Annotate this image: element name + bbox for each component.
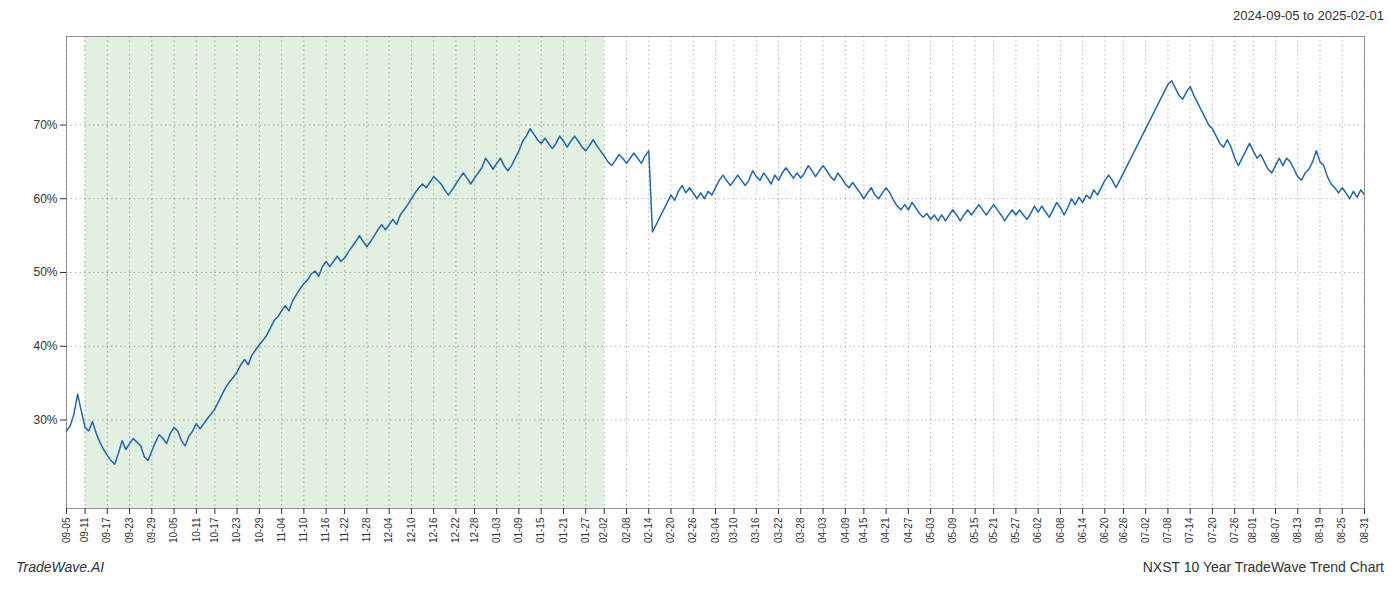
svg-text:08-19: 08-19: [1314, 517, 1325, 543]
svg-text:10-05: 10-05: [168, 517, 179, 543]
svg-text:05-15: 05-15: [969, 517, 980, 543]
svg-text:11-28: 11-28: [361, 517, 372, 542]
svg-text:08-13: 08-13: [1292, 517, 1303, 543]
svg-text:10-23: 10-23: [231, 517, 242, 543]
svg-text:09-11: 09-11: [79, 517, 90, 542]
svg-text:50%: 50%: [33, 265, 57, 279]
svg-text:07-26: 07-26: [1229, 517, 1240, 543]
svg-text:11-16: 11-16: [320, 517, 331, 542]
svg-text:03-04: 03-04: [710, 517, 721, 543]
svg-text:11-22: 11-22: [339, 517, 350, 542]
svg-text:05-09: 05-09: [947, 517, 958, 543]
svg-text:05-21: 05-21: [988, 517, 999, 543]
svg-text:11-10: 11-10: [298, 517, 309, 542]
svg-text:08-07: 08-07: [1270, 517, 1281, 543]
svg-text:06-08: 06-08: [1055, 517, 1066, 543]
svg-text:09-05: 09-05: [61, 517, 72, 543]
svg-text:05-27: 05-27: [1010, 517, 1021, 543]
svg-text:01-03: 01-03: [491, 517, 502, 543]
svg-text:06-20: 06-20: [1099, 517, 1110, 543]
svg-text:12-16: 12-16: [428, 517, 439, 543]
svg-text:07-14: 07-14: [1184, 517, 1195, 543]
svg-text:02-20: 02-20: [665, 517, 676, 543]
svg-text:10-17: 10-17: [209, 517, 220, 543]
svg-text:01-21: 01-21: [558, 517, 569, 543]
svg-text:03-28: 03-28: [795, 517, 806, 543]
svg-text:02-14: 02-14: [643, 517, 654, 543]
svg-text:10-11: 10-11: [191, 517, 202, 542]
svg-text:08-01: 08-01: [1247, 517, 1258, 543]
svg-text:08-31: 08-31: [1359, 517, 1370, 543]
svg-text:04-21: 04-21: [880, 517, 891, 543]
svg-text:70%: 70%: [33, 118, 57, 132]
html-text:NXST 10 Year TradeWave Trend C: NXST 10 Year TradeWave Trend Chart: [1142, 559, 1384, 575]
svg-text:01-27: 01-27: [580, 517, 591, 543]
svg-text:04-27: 04-27: [903, 517, 914, 543]
svg-text:11-04: 11-04: [276, 517, 287, 542]
svg-text:12-28: 12-28: [469, 517, 480, 543]
svg-text:03-22: 03-22: [773, 517, 784, 543]
svg-text:60%: 60%: [33, 192, 57, 206]
svg-text:05-03: 05-03: [925, 517, 936, 543]
svg-text:12-22: 12-22: [450, 517, 461, 543]
svg-text:12-04: 12-04: [383, 517, 394, 543]
svg-text:02-08: 02-08: [621, 517, 632, 543]
svg-text:03-10: 03-10: [728, 517, 739, 543]
svg-text:07-08: 07-08: [1162, 517, 1173, 543]
html-text:2024-09-05 to 2025-02-01: 2024-09-05 to 2025-02-01: [1232, 8, 1384, 23]
svg-text:40%: 40%: [33, 339, 57, 353]
svg-text:09-29: 09-29: [146, 517, 157, 543]
svg-text:04-09: 04-09: [840, 517, 851, 543]
svg-text:09-17: 09-17: [101, 517, 112, 543]
svg-text:06-02: 06-02: [1032, 517, 1043, 543]
svg-text:02-26: 02-26: [687, 517, 698, 543]
svg-text:10-29: 10-29: [254, 517, 265, 543]
svg-text:02-02: 02-02: [598, 517, 609, 543]
svg-text:04-15: 04-15: [858, 517, 869, 543]
svg-text:07-20: 07-20: [1207, 517, 1218, 543]
svg-text:08-25: 08-25: [1336, 517, 1347, 543]
svg-text:01-15: 01-15: [535, 517, 546, 543]
svg-text:12-10: 12-10: [406, 517, 417, 543]
svg-text:09-23: 09-23: [124, 517, 135, 543]
html-text:TradeWave.AI: TradeWave.AI: [16, 559, 105, 575]
svg-text:07-02: 07-02: [1140, 517, 1151, 543]
svg-text:06-26: 06-26: [1118, 517, 1129, 543]
svg-text:04-03: 04-03: [817, 517, 828, 543]
svg-text:01-09: 01-09: [513, 517, 524, 543]
svg-text:03-16: 03-16: [750, 517, 761, 543]
svg-text:30%: 30%: [33, 413, 57, 427]
svg-text:06-14: 06-14: [1077, 517, 1088, 543]
